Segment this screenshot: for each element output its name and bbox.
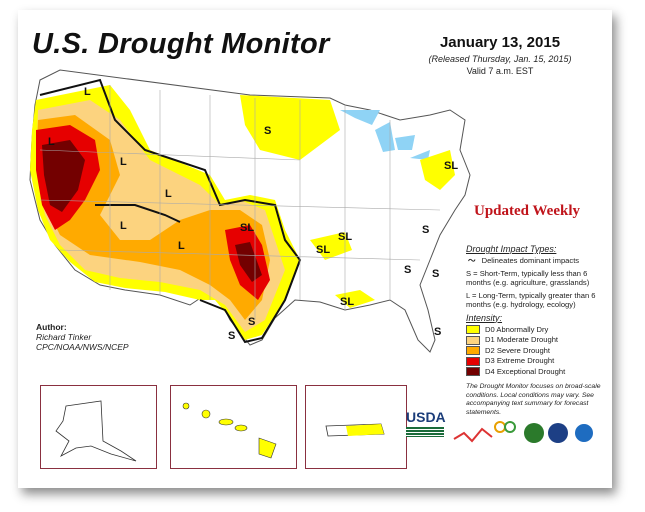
legend-item-d4: D4 Exceptional Drought [466,366,611,377]
agency-logos: USDA [404,405,604,455]
d3-swatch [466,356,480,366]
hawaii-map [182,402,277,459]
impact-boundary-line [39,78,302,344]
short-term-text: S = Short-Term, typically less than 6 mo… [466,268,590,288]
valid-time: Valid 7 a.m. EST [466,66,534,76]
legend-item-d0: D0 Abnormally Dry [466,324,611,335]
map-label: L [165,188,172,200]
hawaii-inset [170,385,297,469]
state-lines [39,85,441,320]
impact-line-row: 〜 Delineates dominant impacts [466,256,611,265]
map-date: January 13, 2015 [439,34,561,51]
map-label: L [178,240,185,252]
impact-types-heading: Drought Impact Types: [466,244,557,254]
map-label: S [264,125,272,137]
map-label: S [422,224,430,236]
d2-swatch [466,346,480,356]
map-label: S [434,326,442,338]
legend: Drought Impact Types: 〜 Delineates domina… [466,244,611,417]
map-label: SL [240,222,255,234]
legend-item-d2: D2 Severe Drought [466,345,611,356]
author-block: Author: Richard Tinker CPC/NOAA/NWS/NCEP [36,322,129,353]
legend-label: D0 Abnormally Dry [485,324,549,334]
alaska-map [55,400,137,462]
map-label: L [120,220,127,232]
legend-label: D2 Severe Drought [485,345,551,355]
legend-label: D1 Moderate Drought [485,335,559,345]
usda-logo: USDA [406,409,446,425]
d4-swatch [466,367,480,377]
usda-seal [524,423,544,443]
great-lakes [340,110,430,160]
map-label: SL [338,231,353,243]
puerto-rico-map [325,423,385,437]
usda-logo-mark [406,427,444,437]
release-date: (Released Thursday, Jan. 15, 2015) [428,54,572,64]
noaa-logo [573,422,595,444]
d0-swatch [466,325,480,335]
map-label: SL [444,160,459,172]
long-term-text: L = Long-Term, typically greater than 6 … [466,290,596,310]
doc-seal [548,423,568,443]
ndmc-circles [494,421,506,433]
impact-line-icon: 〜 [468,256,476,266]
page-title: U.S. Drought Monitor [32,28,330,60]
legend-item-d1: D1 Moderate Drought [466,335,611,345]
alaska-inset [40,385,157,469]
map-label: L [84,86,91,98]
map-label: SL [340,296,355,308]
legend-label: D3 Extreme Drought [485,356,555,366]
author-org: CPC/NOAA/NWS/NCEP [36,342,129,353]
map-label: S [432,268,440,280]
author-name: Richard Tinker [36,332,92,343]
map-label: S [404,264,412,276]
puerto-rico-inset [305,385,407,469]
map-label: S [248,316,256,328]
disclaimer-note: The Drought Monitor focuses on broad-sca… [466,383,601,416]
map-label: S [228,330,236,342]
intensity-heading: Intensity: [466,312,503,323]
author-heading: Author: [36,322,67,332]
map-label: L [120,156,127,168]
partner-logos [453,421,595,444]
legend-label: D4 Exceptional Drought [485,366,566,376]
impact-boundary-line [95,204,181,223]
map-label: SL [316,244,331,256]
updated-weekly-banner: Updated Weekly [474,203,580,219]
map-label: L [48,136,55,148]
d1-swatch [466,335,480,345]
ndmc-logo [453,427,493,443]
legend-item-d3: D3 Extreme Drought [466,356,611,366]
impact-line-label: Delineates dominant impacts [481,256,580,266]
